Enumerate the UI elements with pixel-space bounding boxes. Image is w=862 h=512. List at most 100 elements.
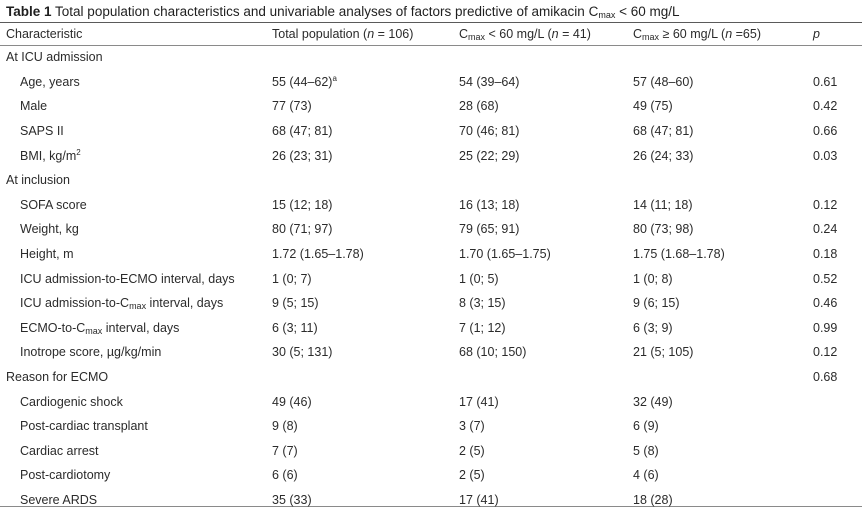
table-row: Age, years 55 (44–62)a 54 (39–64) 57 (48… xyxy=(0,70,862,95)
cell-total: 1 (0; 7) xyxy=(272,271,312,286)
cell-total: 80 (71; 97) xyxy=(272,222,333,237)
cell-lt60: 17 (41) xyxy=(459,394,499,409)
cell-lt60: 1.70 (1.65–1.75) xyxy=(459,247,551,262)
header-lt-mid: < 60 mg/L ( xyxy=(485,27,552,41)
row-label: ICU admission-to-Cmax interval, days xyxy=(20,296,224,312)
cell-p: 0.52 xyxy=(813,271,838,286)
table-row: SAPS II 68 (47; 81) 70 (46; 81) 68 (47; … xyxy=(0,119,862,144)
cell-p: 0.68 xyxy=(813,370,838,385)
cell-p xyxy=(813,488,862,512)
cell-p: 0.66 xyxy=(813,124,838,139)
cell-total: 1.72 (1.65–1.78) xyxy=(272,247,364,262)
cell-total: 7 (7) xyxy=(272,443,298,458)
table-row: ICU admission-to-Cmax interval, days 9 (… xyxy=(0,291,862,316)
cell-ge60: 9 (6; 15) xyxy=(633,296,680,311)
cell-p: 0.46 xyxy=(813,296,838,311)
bottom-rule xyxy=(0,506,862,507)
cell-ge60: 6 (9) xyxy=(633,419,659,434)
cell-p xyxy=(813,414,862,439)
cell-ge60: 80 (73; 98) xyxy=(633,222,694,237)
cell-total: 9 (8) xyxy=(272,419,298,434)
row-label: Male xyxy=(20,99,48,114)
header-p: p xyxy=(813,23,862,45)
table-row: BMI, kg/m2 26 (23; 31) 25 (22; 29) 26 (2… xyxy=(0,143,862,168)
row-label: ECMO-to-Cmax interval, days xyxy=(20,320,180,336)
cell-p: 0.18 xyxy=(813,247,838,262)
section-label: Reason for ECMO xyxy=(6,370,109,385)
cell-ge60: 4 (6) xyxy=(633,468,659,483)
cell-lt60: 7 (1; 12) xyxy=(459,320,506,335)
header-lt-sub: max xyxy=(468,32,486,42)
header-ge-n: n xyxy=(725,27,733,41)
cell-total: 77 (73) xyxy=(272,99,312,114)
cell-p: 0.61 xyxy=(813,74,838,89)
cell-lt60: 70 (46; 81) xyxy=(459,124,520,139)
cell-p: 0.42 xyxy=(813,99,838,114)
caption-text-end: < 60 mg/L xyxy=(615,4,680,19)
section-row-ecmo: Reason for ECMO 0.68 xyxy=(0,365,862,390)
row-label: Severe ARDS xyxy=(20,492,98,507)
table-row: ICU admission-to-ECMO interval, days 1 (… xyxy=(0,266,862,291)
table-caption: Table 1 Total population characteristics… xyxy=(6,2,856,22)
cell-total: 49 (46) xyxy=(272,394,312,409)
cell-p xyxy=(813,389,862,414)
cell-p: 0.12 xyxy=(813,345,838,360)
header-lt-c: C xyxy=(459,27,469,41)
cell-ge60: 68 (47; 81) xyxy=(633,124,694,139)
cell-lt60: 17 (41) xyxy=(459,492,499,507)
cell-lt60: 2 (5) xyxy=(459,468,485,483)
row-label: Post-cardiac transplant xyxy=(20,419,148,434)
row-label: Weight, kg xyxy=(20,222,79,237)
cell-ge60: 18 (28) xyxy=(633,492,673,507)
cell-ge60: 1.75 (1.68–1.78) xyxy=(633,247,725,262)
header-rule xyxy=(0,45,862,46)
cell-lt60: 25 (22; 29) xyxy=(459,148,520,163)
cell-lt60: 28 (68) xyxy=(459,99,499,114)
cell-total: 26 (23; 31) xyxy=(272,148,333,163)
header-total: Total population (n = 106) xyxy=(272,23,459,45)
cell-lt60: 68 (10; 150) xyxy=(459,345,527,360)
cell-ge60: 57 (48–60) xyxy=(633,74,694,89)
table-row: SOFA score 15 (12; 18) 16 (13; 18) 14 (1… xyxy=(0,193,862,218)
row-label: Cardiogenic shock xyxy=(20,394,123,409)
section-label: At inclusion xyxy=(6,173,70,188)
table-row: Severe ARDS 35 (33) 17 (41) 18 (28) xyxy=(0,488,862,512)
table-row: Cardiogenic shock 49 (46) 17 (41) 32 (49… xyxy=(0,389,862,414)
caption-sub: max xyxy=(598,10,616,20)
table-row: Post-cardiotomy 6 (6) 2 (5) 4 (6) xyxy=(0,463,862,488)
row-label: SOFA score xyxy=(20,197,87,212)
header-lt-post: = 41) xyxy=(558,27,591,41)
table-row: Weight, kg 80 (71; 97) 79 (65; 91) 80 (7… xyxy=(0,217,862,242)
header-ge60: Cmax ≥ 60 mg/L (n =65) xyxy=(633,23,813,45)
cell-lt60: 54 (39–64) xyxy=(459,74,520,89)
table-row: ECMO-to-Cmax interval, days 6 (3; 11) 7 … xyxy=(0,316,862,341)
header-characteristic: Characteristic xyxy=(6,27,83,41)
table-row: Post-cardiac transplant 9 (8) 3 (7) 6 (9… xyxy=(0,414,862,439)
cell-ge60: 26 (24; 33) xyxy=(633,148,694,163)
table-row: Inotrope score, µg/kg/min 30 (5; 131) 68… xyxy=(0,340,862,365)
header-total-n: n xyxy=(367,27,375,41)
cell-ge60: 21 (5; 105) xyxy=(633,345,694,360)
header-row: Characteristic Total population (n = 106… xyxy=(0,23,862,45)
top-rule xyxy=(0,22,862,23)
cell-ge60: 1 (0; 8) xyxy=(633,271,673,286)
cell-p xyxy=(813,439,862,464)
header-ge-post: =65) xyxy=(732,27,761,41)
section-row-icu: At ICU admission xyxy=(0,45,862,70)
table-row: Cardiac arrest 7 (7) 2 (5) 5 (8) xyxy=(0,439,862,464)
header-total-pre: Total population ( xyxy=(272,27,368,41)
row-label: ICU admission-to-ECMO interval, days xyxy=(20,271,235,286)
cell-ge60: 14 (11; 18) xyxy=(633,197,693,212)
cell-lt60: 16 (13; 18) xyxy=(459,197,520,212)
cell-lt60: 8 (3; 15) xyxy=(459,296,506,311)
header-lt60: Cmax < 60 mg/L (n = 41) xyxy=(459,23,633,45)
cell-ge60: 32 (49) xyxy=(633,394,673,409)
cell-ge60: 5 (8) xyxy=(633,443,659,458)
cell-p xyxy=(813,463,862,488)
cell-total: 55 (44–62)a xyxy=(272,73,337,89)
header-ge-sub: max xyxy=(642,32,660,42)
row-label: Cardiac arrest xyxy=(20,443,99,458)
header-lt-n: n xyxy=(551,27,559,41)
header-ge-c: C xyxy=(633,27,643,41)
cell-lt60: 1 (0; 5) xyxy=(459,271,499,286)
